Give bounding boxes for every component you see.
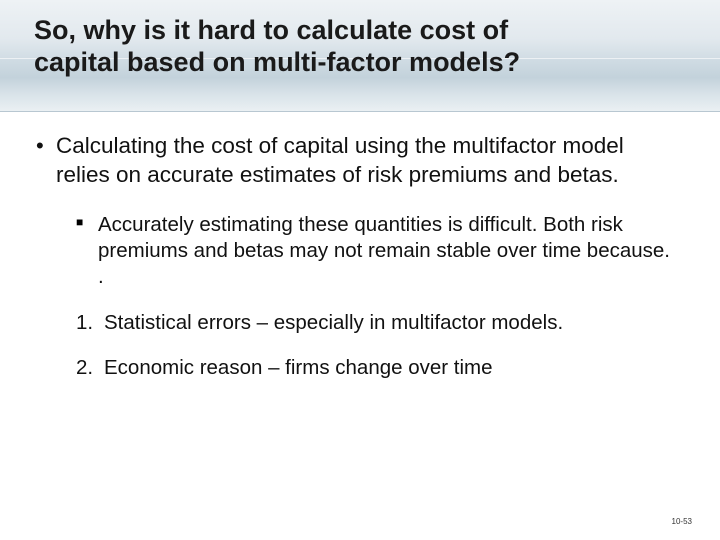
- num1-text: Statistical errors – especially in multi…: [104, 310, 563, 336]
- sub1-text: Accurately estimating these quantities i…: [98, 212, 680, 291]
- bullet-level1: • Calculating the cost of capital using …: [34, 132, 680, 190]
- num2-label: 2.: [76, 355, 104, 381]
- bullet1-text: Calculating the cost of capital using th…: [56, 132, 680, 190]
- bullet-square-icon: ■: [76, 212, 98, 291]
- title-line-2: capital based on multi-factor models?: [34, 47, 520, 77]
- bullet-level2: ■ Accurately estimating these quantities…: [76, 212, 680, 291]
- num1-label: 1.: [76, 310, 104, 336]
- content-area: • Calculating the cost of capital using …: [34, 132, 680, 399]
- slide-title: So, why is it hard to calculate cost of …: [34, 14, 680, 79]
- numbered-item-1: 1. Statistical errors – especially in mu…: [76, 310, 680, 336]
- page-number: 10-53: [672, 517, 692, 526]
- title-line-1: So, why is it hard to calculate cost of: [34, 15, 508, 45]
- numbered-item-2: 2. Economic reason – firms change over t…: [76, 355, 680, 381]
- num2-text: Economic reason – firms change over time: [104, 355, 493, 381]
- bullet-dot-icon: •: [34, 132, 56, 190]
